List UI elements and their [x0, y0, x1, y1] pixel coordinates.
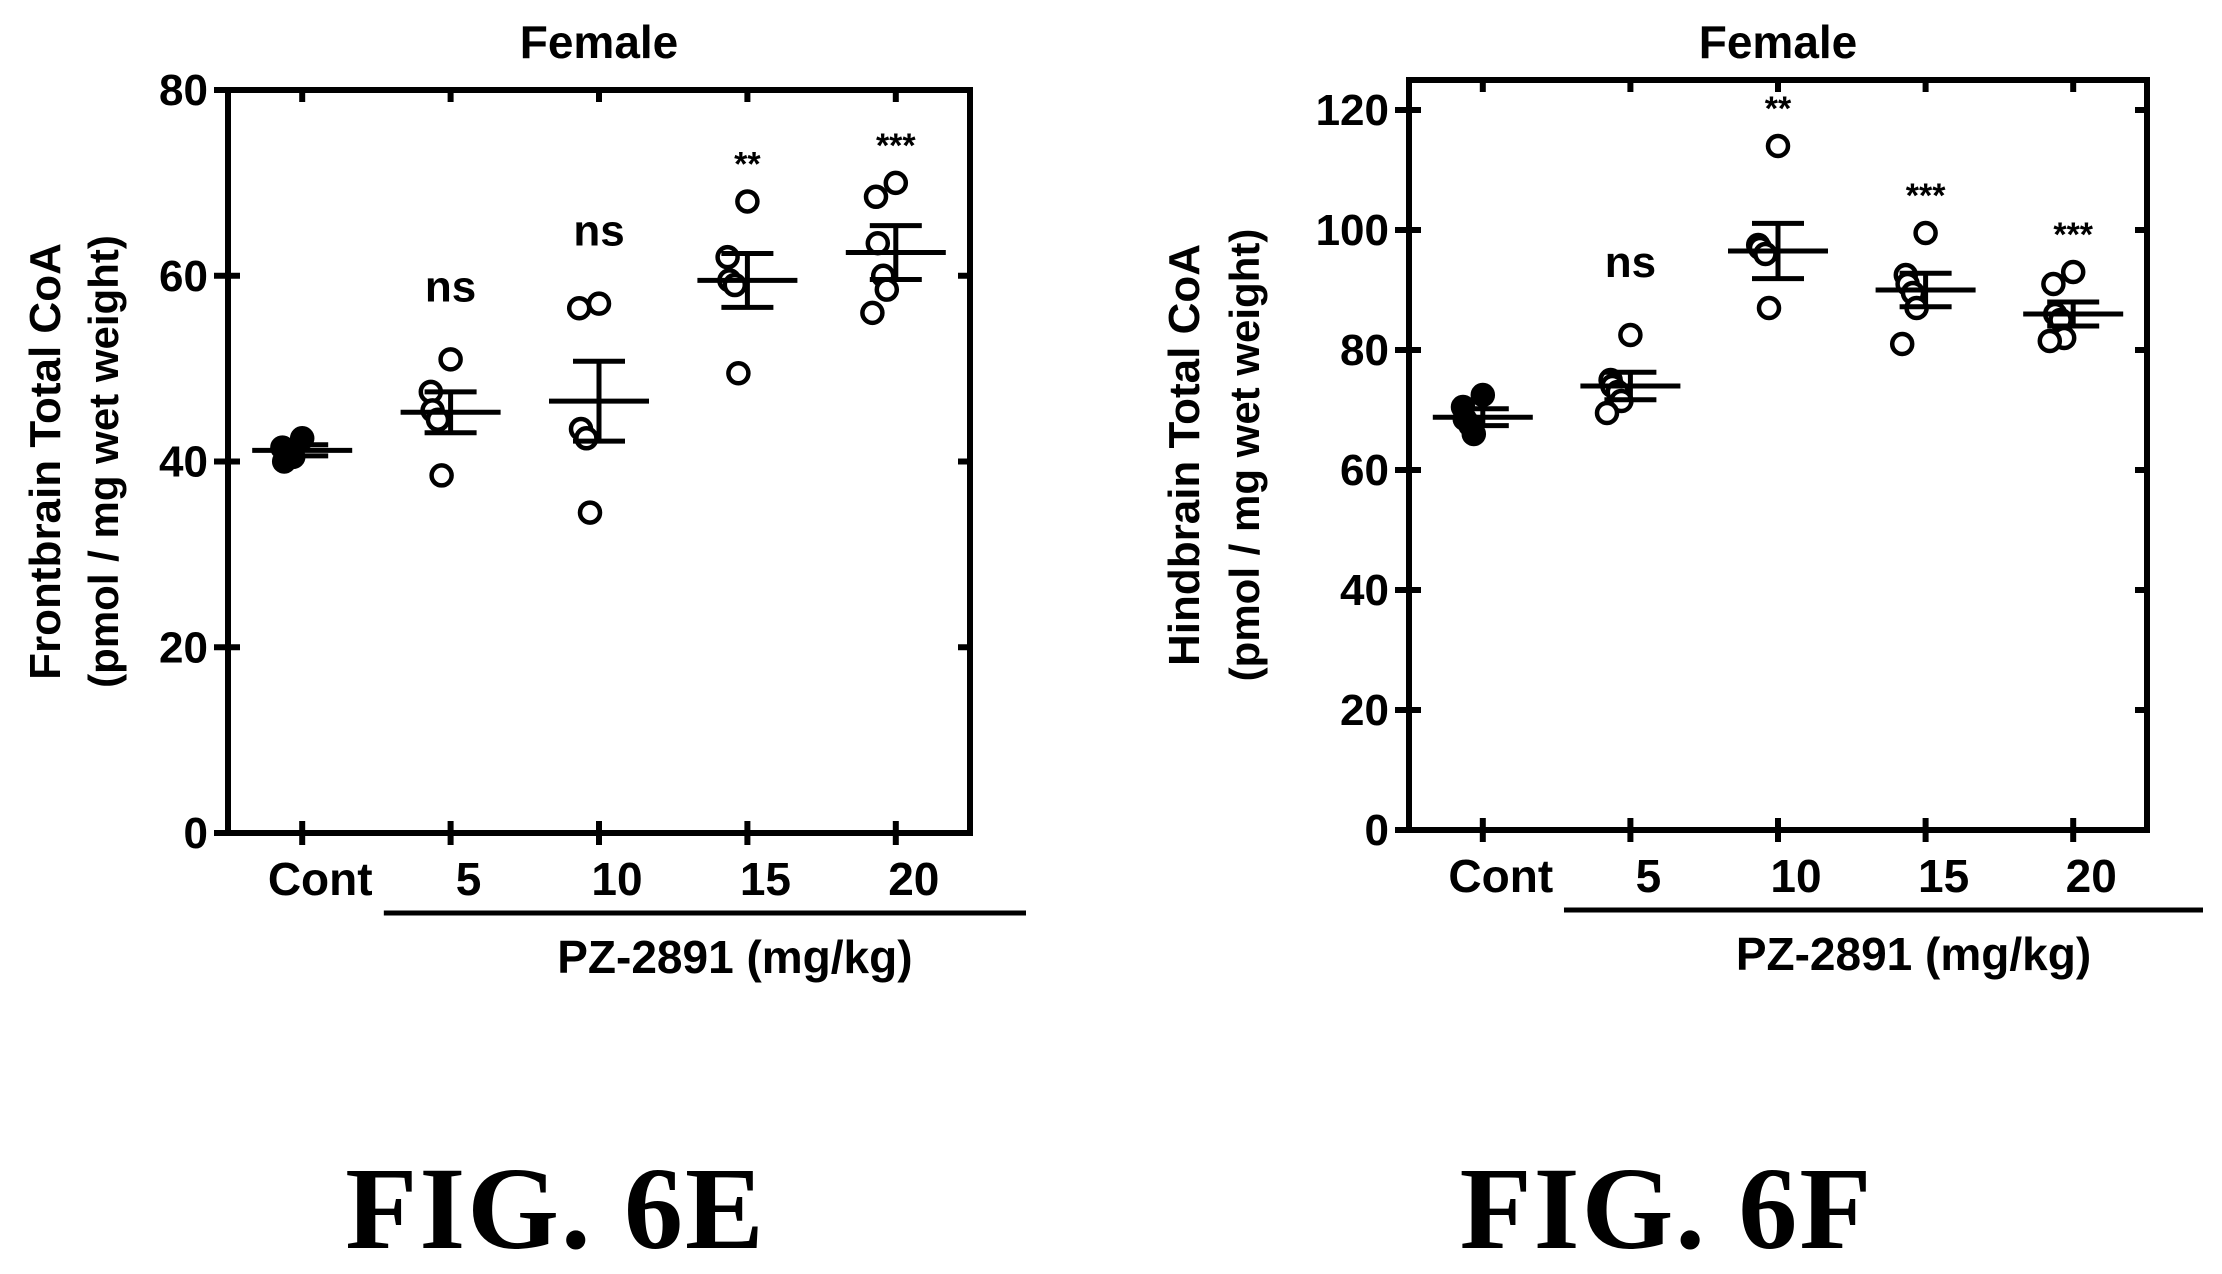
data-point	[1756, 295, 1782, 321]
data-point	[726, 361, 751, 386]
data-point	[2041, 271, 2066, 297]
y-tick-label: 40	[1340, 566, 1389, 615]
x-tick-label: 15	[740, 853, 791, 905]
data-point	[429, 463, 454, 488]
significance-label: ns	[425, 262, 476, 311]
y-tick-label: 0	[1365, 806, 1389, 855]
data-point	[735, 189, 760, 214]
y-axis-unit-label: (pmol / mg wet weight)	[1221, 229, 1268, 682]
data-point	[1889, 331, 1915, 357]
x-axis-label: PZ-2891 (mg/kg)	[557, 931, 912, 983]
data-point	[863, 184, 889, 210]
y-tick-label: 20	[159, 623, 208, 672]
data-point	[1913, 220, 1938, 246]
y-tick-label: 60	[1340, 446, 1389, 495]
significance-label: ***	[2053, 216, 2093, 254]
x-tick-label: 5	[1636, 850, 1662, 902]
x-tick-label: Cont	[268, 853, 373, 905]
y-axis-label: Hindbrain Total CoA	[1160, 244, 1209, 666]
y-tick-label: 80	[1340, 326, 1389, 375]
significance-label: ***	[1906, 177, 1946, 215]
data-point	[566, 296, 592, 321]
significance-label: ns	[573, 207, 624, 256]
data-point	[883, 170, 909, 196]
plot-frame	[1406, 77, 2150, 833]
x-tick-label: 5	[456, 853, 482, 905]
frontbrain-coa-chart: Female 0 20 40 60 80 Frontbrain Total CoA (pmol…	[21, 16, 1026, 983]
hindbrain-coa-chart: Female 0 20 40 60 80 100 120 Hindbrain Total CoA…	[1160, 16, 2203, 980]
data-point	[1753, 241, 1778, 267]
y-tick-label: 0	[184, 809, 208, 858]
data-point	[438, 347, 463, 372]
significance-label: ns	[1605, 238, 1656, 287]
y-tick-label: 80	[159, 66, 208, 115]
figure-6f-panel: Female 0 20 40 60 80 100 120 Hindbrain Total CoA…	[1111, 0, 2222, 1270]
figure-label: FIG. 6E	[345, 1143, 766, 1274]
y-tick-label: 40	[159, 438, 208, 487]
data-point	[1470, 382, 1496, 408]
data-point	[2037, 328, 2063, 354]
y-axis-unit-label: (pmol / mg wet weight)	[80, 235, 127, 688]
y-tick-label: 100	[1316, 206, 1389, 255]
significance-label: ***	[876, 127, 916, 165]
data-point	[1765, 133, 1791, 159]
data-point	[874, 277, 900, 302]
data-point	[574, 426, 599, 451]
x-tick-label: 20	[888, 853, 939, 905]
x-axis-label: PZ-2891 (mg/kg)	[1736, 928, 2091, 980]
data-point	[860, 300, 885, 326]
y-tick-label: 20	[1340, 686, 1389, 735]
figure-label: FIG. 6F	[1459, 1143, 1874, 1274]
significance-label: **	[734, 145, 761, 183]
chart-title: Female	[520, 16, 679, 68]
y-tick-label: 60	[159, 252, 208, 301]
data-point	[2060, 259, 2086, 285]
data-point	[586, 291, 612, 316]
x-tick-label: 10	[1770, 850, 1821, 902]
x-tick-label: 20	[2066, 850, 2117, 902]
data-point	[1594, 400, 1620, 426]
x-tick-label: 15	[1918, 850, 1969, 902]
x-tick-label: Cont	[1448, 850, 1553, 902]
data-point	[577, 500, 603, 525]
figure-6e-panel: Female 0 20 40 60 80 Frontbrain Total CoA (pmol…	[0, 0, 1111, 1270]
data-point	[1618, 322, 1643, 348]
significance-label: **	[1765, 90, 1792, 128]
y-tick-label: 120	[1316, 86, 1389, 135]
plot-frame	[225, 87, 973, 836]
y-axis-label: Frontbrain Total CoA	[21, 243, 70, 680]
chart-title: Female	[1699, 16, 1858, 68]
x-tick-label: 10	[591, 853, 642, 905]
data-point	[715, 244, 740, 270]
